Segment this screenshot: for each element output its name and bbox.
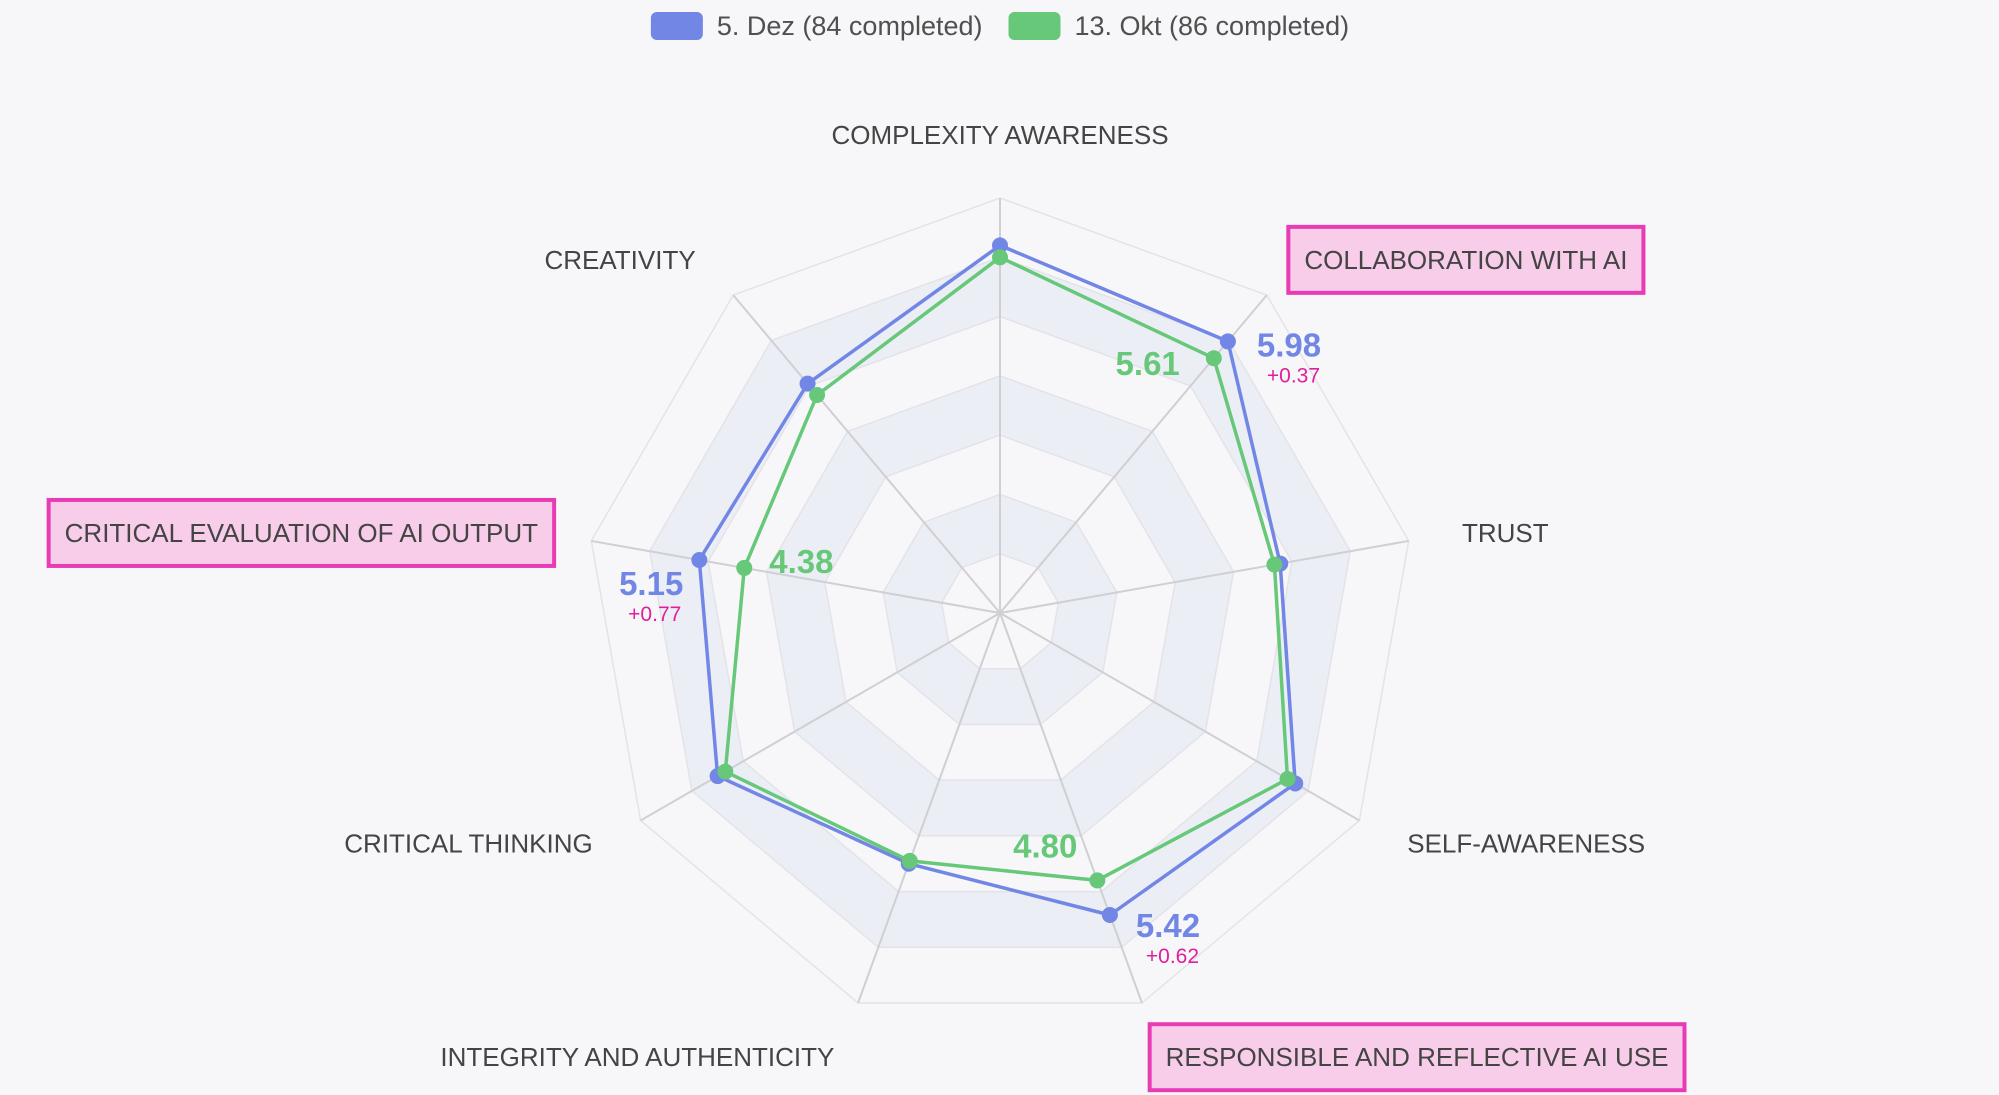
series-line-1 <box>723 255 1290 883</box>
legend-item-1[interactable]: 13. Okt (86 completed) <box>1008 11 1349 41</box>
grid-spoke-1 <box>999 294 1268 614</box>
axis-label-5: INTEGRITY AND AUTHENTICITY <box>440 1042 834 1072</box>
series-line-0 <box>697 243 1297 917</box>
series-point-1-1 <box>1205 350 1222 367</box>
legend-label-0: 5. Dez (84 completed) <box>717 11 983 41</box>
series-point-1-3 <box>1279 771 1296 787</box>
legend: 5. Dez (84 completed) 13. Okt (86 complet… <box>650 11 1349 41</box>
series-point-0-0 <box>992 237 1008 254</box>
grid-spoke-5 <box>857 612 1001 1004</box>
axis-label-0: COMPLEXITY AWARENESS <box>831 120 1168 150</box>
legend-item-0[interactable]: 5. Dez (84 completed) <box>650 11 983 41</box>
grid-spoke-2 <box>999 539 1409 614</box>
annotation-new-value-0: 5.98 <box>1257 326 1321 363</box>
axis-label-7: CRITICAL EVALUATION OF AI OUTPUT <box>65 518 538 548</box>
series-point-0-1 <box>1219 333 1236 350</box>
annotation-old-value-2: 4.80 <box>1013 827 1077 864</box>
radar-grid-spokes <box>591 198 1409 1004</box>
grid-spoke-7 <box>591 539 1001 614</box>
series-point-1-5 <box>901 852 918 869</box>
grid-spoke-6 <box>640 612 1001 822</box>
annotation-old-value-0: 5.61 <box>1116 345 1180 382</box>
series-point-1-7 <box>736 559 753 576</box>
axis-label-2: TRUST <box>1462 518 1549 548</box>
grid-spoke-4 <box>999 612 1143 1004</box>
series-point-1-0 <box>992 249 1008 266</box>
axis-highlight-box-7 <box>46 497 557 568</box>
series-point-1-6 <box>717 763 734 780</box>
axis-labels-layer: COMPLEXITY AWARENESS COLLABORATION WITH A… <box>46 120 1687 1093</box>
series-point-1-4 <box>1089 872 1106 889</box>
axis-label-3: SELF-AWARENESS <box>1407 829 1645 859</box>
annotation-old-value-1: 4.38 <box>769 543 833 580</box>
annotation-new-value-1: 5.15 <box>619 565 683 602</box>
series-point-0-8 <box>799 375 816 392</box>
grid-spoke-8 <box>732 294 1001 614</box>
axis-label-4: RESPONSIBLE AND REFLECTIVE AI USE <box>1166 1042 1669 1072</box>
annotation-new-value-2: 5.42 <box>1136 907 1200 944</box>
axis-highlight-box-4 <box>1147 1022 1687 1093</box>
axis-label-6: CRITICAL THINKING <box>344 829 592 859</box>
axis-label-1: COLLABORATION WITH AI <box>1304 245 1627 275</box>
radar-series-layer <box>691 237 1304 923</box>
value-annotations-layer: 5.98+0.37 5.61 5.15+0.77 4.38 5.42+0.62 4.80 <box>619 326 1321 968</box>
annotation-delta-2: +0.62 <box>1146 945 1199 968</box>
series-point-1-8 <box>809 387 826 404</box>
axis-highlight-box-1 <box>1286 224 1646 295</box>
series-point-0-4 <box>1101 906 1118 923</box>
legend-swatch-1 <box>1008 12 1061 40</box>
series-point-0-7 <box>691 551 708 568</box>
annotation-delta-1: +0.77 <box>628 603 681 626</box>
axis-label-8: CREATIVITY <box>544 245 695 275</box>
legend-swatch-0 <box>650 12 703 40</box>
annotation-delta-0: +0.37 <box>1267 364 1320 387</box>
series-point-1-2 <box>1266 556 1283 573</box>
legend-label-1: 13. Okt (86 completed) <box>1074 11 1349 41</box>
